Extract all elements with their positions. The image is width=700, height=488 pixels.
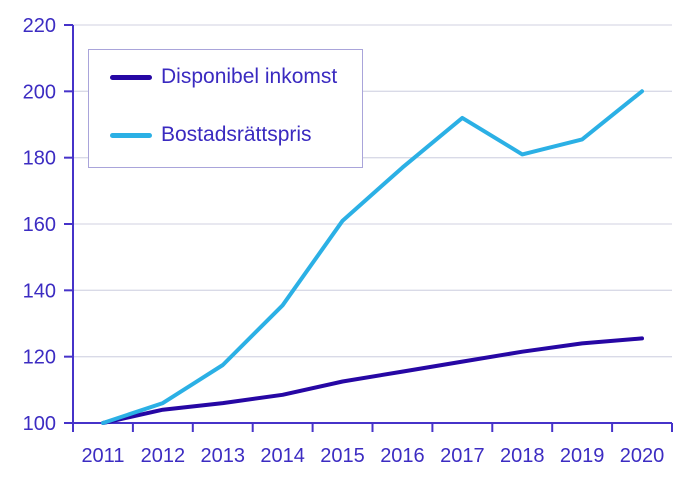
legend-label-bostadsrattspris: Bostadsrättspris <box>161 123 312 146</box>
x-tick-label: 2019 <box>560 445 605 467</box>
x-tick-label: 2015 <box>320 445 365 467</box>
x-tick-label: 2017 <box>440 445 485 467</box>
legend-swatch-bostadsrattspris <box>110 132 152 138</box>
x-tick-label: 2011 <box>81 445 124 467</box>
x-tick-label: 2016 <box>380 445 425 467</box>
series-line-disponibel-inkomst <box>101 336 644 425</box>
legend-label-disponibel-inkomst: Disponibel inkomst <box>161 65 338 88</box>
legend-item-disponibel-inkomst: Disponibel inkomst <box>89 65 362 89</box>
series-line-bostadsr-ttspris <box>101 89 644 425</box>
y-tick-label: 120 <box>23 347 56 369</box>
y-tick-label: 180 <box>23 148 56 170</box>
x-tick-label: 2018 <box>500 445 545 467</box>
x-tick-label: 2014 <box>260 445 305 467</box>
x-tick-label: 2013 <box>201 445 246 467</box>
x-tick-label: 2012 <box>141 445 186 467</box>
y-tick-label: 220 <box>23 15 56 37</box>
x-tick-label: 2020 <box>620 445 665 467</box>
legend-item-bostadsrattspris: Bostadsrättspris <box>89 123 362 147</box>
legend: Disponibel inkomst Bostadsrättspris <box>88 49 363 168</box>
y-tick-label: 160 <box>23 214 56 236</box>
y-tick-label: 100 <box>23 413 56 435</box>
y-tick-label: 200 <box>23 81 56 103</box>
legend-swatch-disponibel-inkomst <box>110 74 152 80</box>
y-tick-label: 140 <box>23 280 56 302</box>
